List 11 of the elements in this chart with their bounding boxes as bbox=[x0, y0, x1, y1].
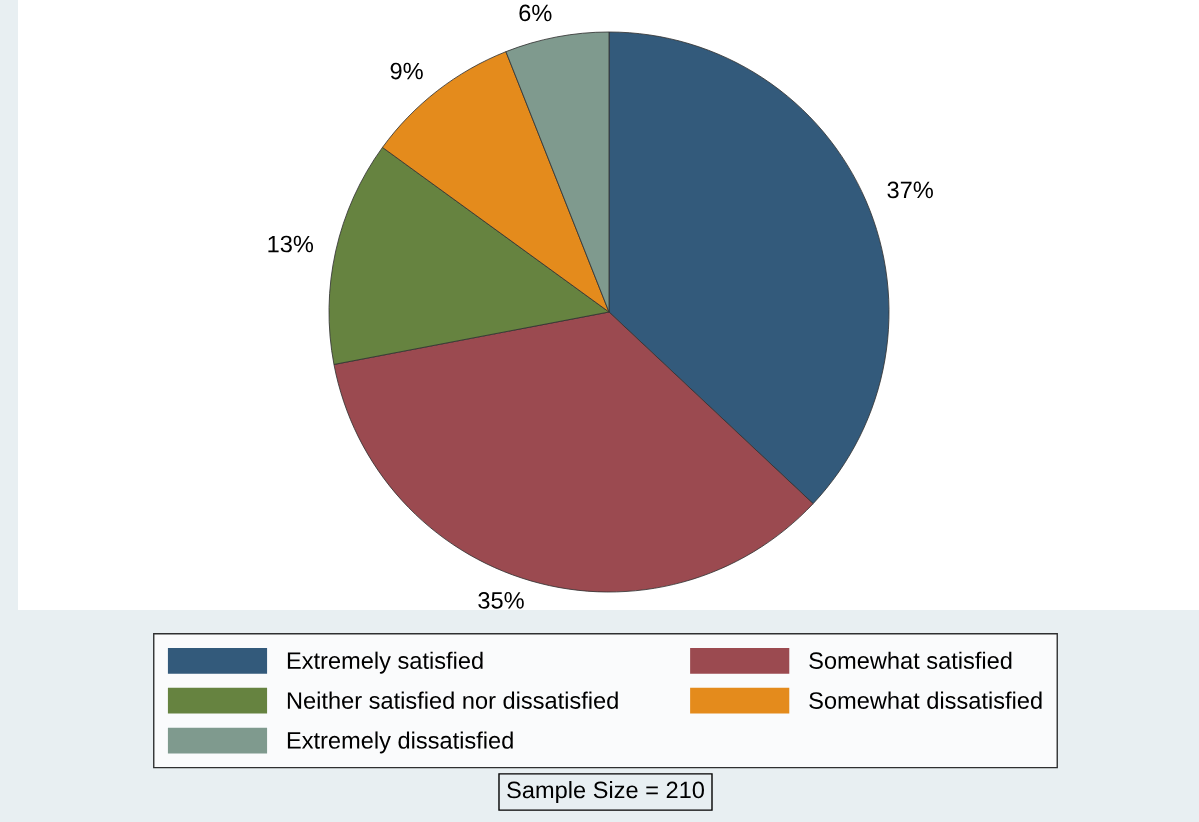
legend-label: Somewhat dissatisfied bbox=[809, 691, 1042, 709]
legend-label: Neither satisfied nor dissatisfied bbox=[287, 691, 618, 709]
data-label: 6% bbox=[519, 4, 552, 22]
text: Sample Size = 210 bbox=[507, 780, 704, 804]
data-label: 37% bbox=[887, 181, 933, 199]
data-label: 9% bbox=[390, 62, 423, 80]
legend-label: Extremely satisfied bbox=[287, 651, 483, 674]
legend-label: Extremely dissatisfied bbox=[287, 731, 513, 754]
legend-label: Somewhat satisfied bbox=[809, 651, 1012, 669]
data-label: 13% bbox=[268, 235, 314, 253]
data-label: 35% bbox=[478, 592, 524, 609]
